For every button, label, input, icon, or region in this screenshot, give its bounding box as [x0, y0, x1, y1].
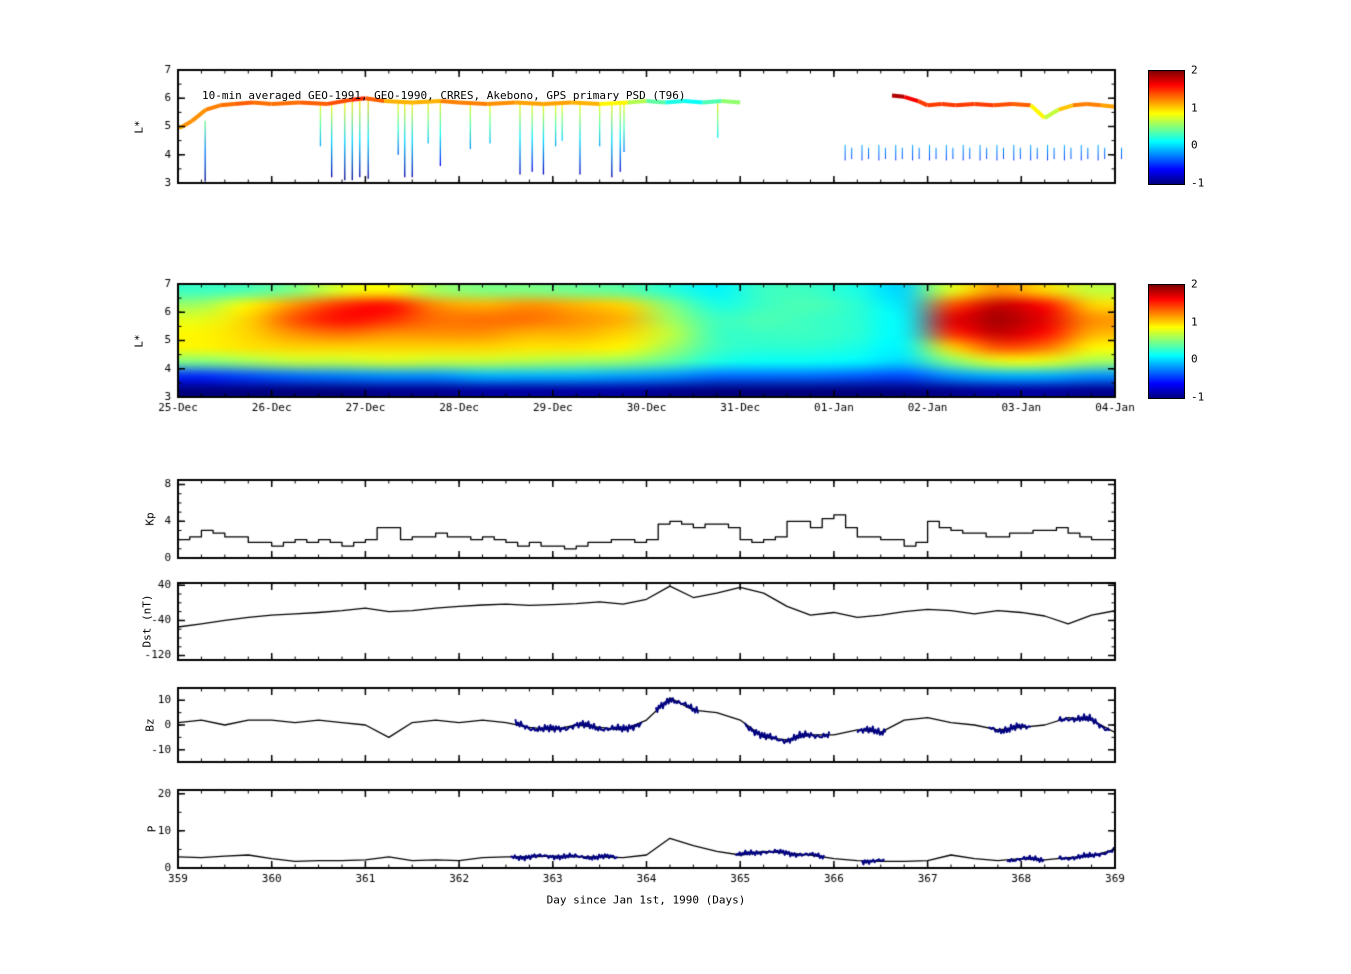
kp-ylabel: Kp — [143, 512, 157, 526]
p-ylabel: P — [145, 825, 159, 833]
colorbar-bottom-tick: 1 — [1191, 315, 1198, 329]
colorbar-top-tick: 1 — [1191, 101, 1198, 115]
kp-panel — [130, 468, 1140, 568]
bz-ylabel: Bz — [143, 718, 157, 732]
scatter-ylabel: L* — [132, 120, 146, 134]
dst-panel — [130, 571, 1140, 671]
colorbar-bottom-tick: 2 — [1191, 277, 1198, 291]
scatter-title: 10-min averaged GEO-1991, GEO-1990, CRRE… — [202, 89, 686, 102]
colorbar-top-tick: 2 — [1191, 63, 1198, 77]
heatmap-ylabel: L* — [132, 334, 146, 348]
colorbar-bottom-tick: 0 — [1191, 352, 1198, 366]
p-panel — [130, 778, 1140, 890]
psd-scatter-panel — [130, 58, 1140, 198]
colorbar-top-tick: -1 — [1191, 176, 1205, 190]
colorbar-bottom-tick: -1 — [1191, 390, 1205, 404]
bz-panel — [130, 676, 1140, 776]
x-axis-title: Day since Jan 1st, 1990 (Days) — [546, 893, 746, 907]
dst-ylabel: Dst (nT) — [140, 594, 154, 648]
colorbar-top-tick: 0 — [1191, 138, 1198, 152]
psd-heatmap-panel — [130, 272, 1140, 422]
colorbar-top — [1148, 70, 1185, 185]
colorbar-bottom — [1148, 284, 1185, 399]
